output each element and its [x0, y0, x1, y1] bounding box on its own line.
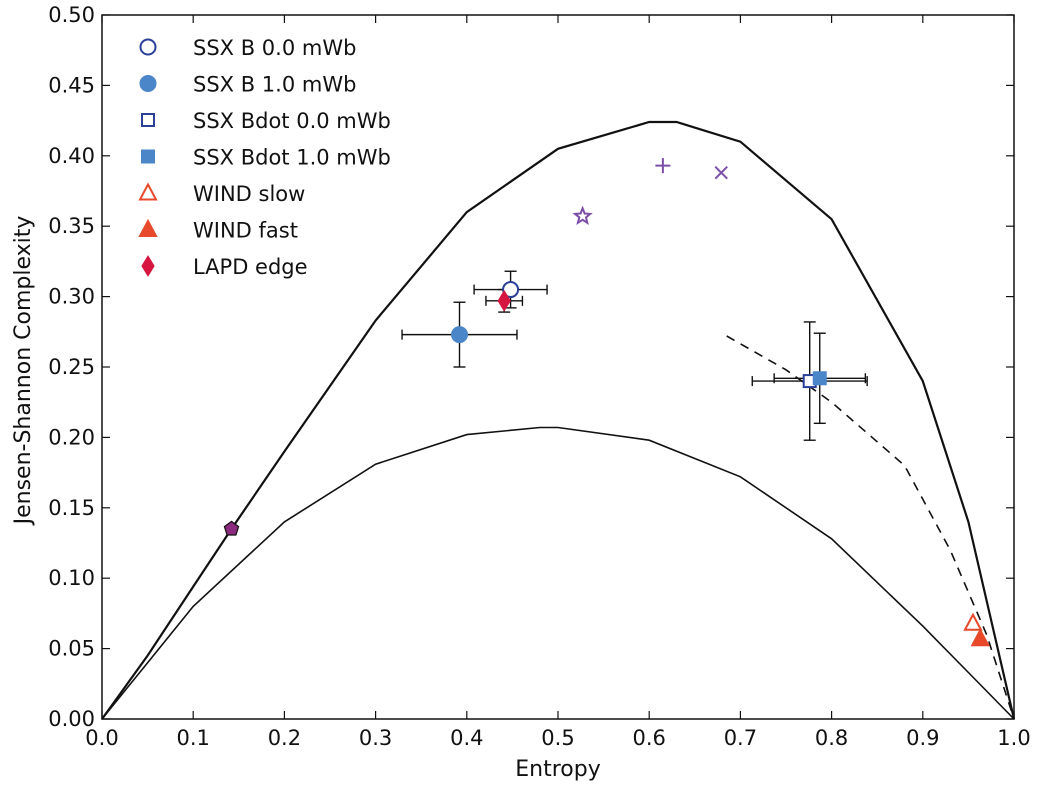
x-tick-label: 1.0 — [997, 726, 1030, 750]
legend-marker-0 — [139, 38, 157, 56]
x-tick-label: 0.4 — [450, 726, 483, 750]
legend-label-2: SSX Bdot 0.0 mWb — [193, 109, 391, 133]
data-point-series-1 — [451, 326, 469, 344]
x-tick-label: 0.1 — [176, 726, 209, 750]
x-tick-label: 0.3 — [359, 726, 392, 750]
data-point-series-0 — [502, 281, 520, 299]
x-tick-label: 0.6 — [632, 726, 665, 750]
x-tick-label: 0.8 — [815, 726, 848, 750]
curve-lower-bound — [101, 426, 1015, 720]
legend-label-5: WIND fast — [193, 219, 298, 243]
legend-marker-1 — [139, 75, 157, 92]
legend-marker-3 — [141, 149, 155, 164]
y-tick-label: 0.05 — [48, 637, 95, 661]
data-point-series-3 — [812, 371, 827, 386]
y-tick-label: 0.20 — [48, 425, 95, 449]
legend-marker-5 — [138, 218, 158, 237]
curve-upper-bound — [101, 120, 1016, 720]
data-point-series-6 — [497, 289, 511, 312]
x-tick-label: 0.9 — [906, 726, 939, 750]
x-tick-label: 0.5 — [541, 726, 574, 750]
x-tick-label: 0.2 — [268, 726, 301, 750]
legend-label-3: SSX Bdot 1.0 mWb — [193, 146, 391, 170]
y-tick-label: 0.10 — [48, 566, 95, 590]
legend-label-4: WIND slow — [193, 182, 305, 206]
data-point-extra-0 — [655, 158, 671, 174]
legend-marker-2 — [141, 113, 155, 127]
legend-label-1: SSX B 1.0 mWb — [193, 73, 356, 97]
legend-marker-6 — [141, 255, 155, 277]
y-tick-label: 0.30 — [48, 285, 95, 309]
ticks-layer: 0.0 0.1 0.2 0.3 0.4 0.5 0.6 0.7 0.8 0.9 1.0 0.00 0.0… — [48, 3, 1030, 750]
data-point-extra-2 — [572, 205, 593, 226]
points-layer — [223, 158, 990, 647]
data-point-series-4 — [963, 612, 983, 631]
y-tick-label: 0.40 — [48, 144, 95, 168]
y-tick-label: 0.25 — [48, 355, 95, 379]
y-tick-label: 0.00 — [48, 707, 95, 731]
x-tick-label: 0.7 — [724, 726, 757, 750]
x-axis-label: Entropy — [515, 757, 600, 782]
y-tick-label: 0.15 — [48, 496, 95, 520]
data-point-extra-3 — [223, 520, 240, 536]
y-tick-label: 0.45 — [48, 73, 95, 97]
y-tick-label: 0.35 — [48, 214, 95, 238]
legend-label-6: LAPD edge — [193, 255, 308, 279]
legend-marker-4 — [138, 182, 158, 201]
curves-layer — [101, 120, 1016, 720]
data-point-extra-1 — [714, 165, 728, 180]
y-axis-label: Jensen-Shannon Complexity — [11, 216, 36, 527]
y-tick-label: 0.50 — [48, 3, 95, 27]
curve-reference — [726, 335, 1015, 720]
data-point-series-5 — [970, 628, 990, 647]
x-tick-label: 0.0 — [85, 726, 118, 750]
legend-label-0: SSX B 0.0 mWb — [193, 36, 356, 60]
legend: SSX B 0.0 mWb SSX B 1.0 mWb SSX Bdot 0.0 m… — [138, 36, 391, 279]
